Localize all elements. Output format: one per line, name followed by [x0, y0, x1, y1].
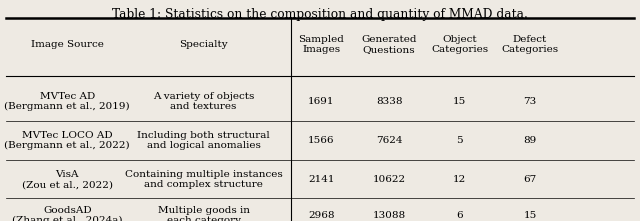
Text: Generated
Questions: Generated Questions — [362, 34, 417, 54]
Text: Multiple goods in
each category: Multiple goods in each category — [157, 206, 250, 221]
Text: 5: 5 — [456, 136, 463, 145]
Text: 67: 67 — [524, 175, 536, 184]
Text: 1691: 1691 — [308, 97, 335, 106]
Text: Object
Categories: Object Categories — [431, 34, 488, 54]
Text: 13088: 13088 — [372, 211, 406, 220]
Text: 15: 15 — [453, 97, 466, 106]
Text: Specialty: Specialty — [179, 40, 228, 49]
Text: 73: 73 — [524, 97, 536, 106]
Text: Containing multiple instances
and complex structure: Containing multiple instances and comple… — [125, 170, 282, 189]
Text: MVTec AD
(Bergmann et al., 2019): MVTec AD (Bergmann et al., 2019) — [4, 92, 130, 111]
Text: 10622: 10622 — [372, 175, 406, 184]
Text: Table 1: Statistics on the composition and quantity of MMAD data.: Table 1: Statistics on the composition a… — [112, 8, 528, 21]
Text: 89: 89 — [524, 136, 536, 145]
Text: 15: 15 — [524, 211, 536, 220]
Text: 7624: 7624 — [376, 136, 403, 145]
Text: VisA
(Zou et al., 2022): VisA (Zou et al., 2022) — [22, 170, 113, 189]
Text: Image Source: Image Source — [31, 40, 104, 49]
Text: 8338: 8338 — [376, 97, 403, 106]
Text: GoodsAD
(Zhang et al., 2024a): GoodsAD (Zhang et al., 2024a) — [12, 206, 122, 221]
Text: Sampled
Images: Sampled Images — [298, 34, 344, 54]
Text: A variety of objects
and textures: A variety of objects and textures — [153, 92, 254, 111]
Text: Defect
Categories: Defect Categories — [501, 34, 559, 54]
Text: 12: 12 — [453, 175, 466, 184]
Text: MVTec LOCO AD
(Bergmann et al., 2022): MVTec LOCO AD (Bergmann et al., 2022) — [4, 131, 130, 150]
Text: 1566: 1566 — [308, 136, 335, 145]
Text: 2968: 2968 — [308, 211, 335, 220]
Text: 6: 6 — [456, 211, 463, 220]
Text: 2141: 2141 — [308, 175, 335, 184]
Text: Including both structural
and logical anomalies: Including both structural and logical an… — [137, 131, 270, 150]
